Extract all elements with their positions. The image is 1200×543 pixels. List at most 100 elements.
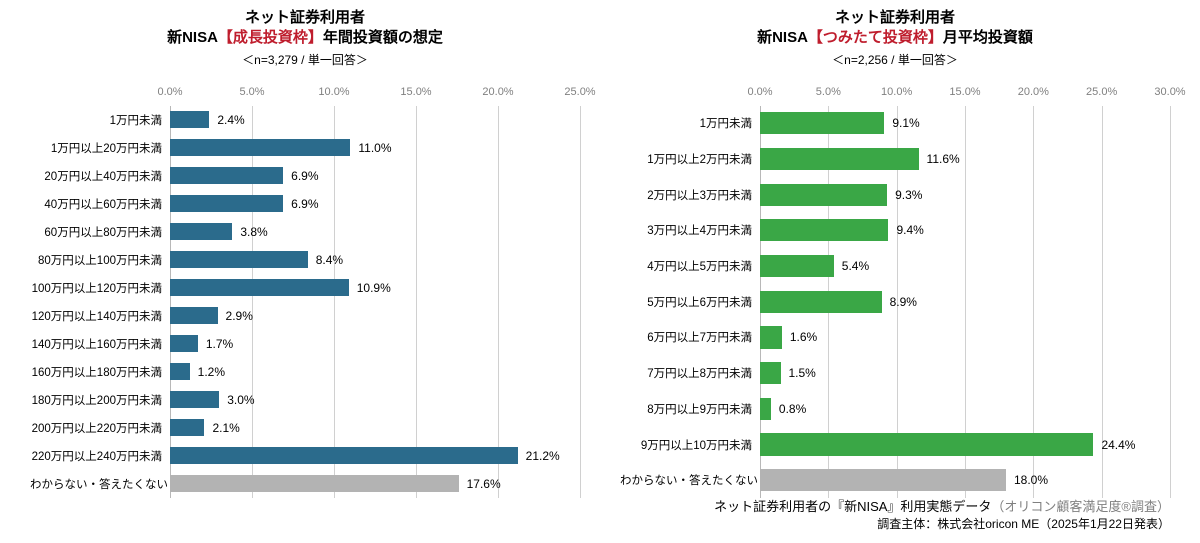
value-label: 11.0% [358, 141, 391, 155]
category-label: 3万円以上4万円未満 [620, 222, 760, 238]
category-label: 2万円以上3万円未満 [620, 187, 760, 203]
bar-row: わからない・答えたくない 18.0% [620, 462, 1170, 498]
category-label: 20万円以上40万円未満 [30, 168, 170, 184]
x-tick-label: 5.0% [239, 86, 264, 98]
value-label: 3.8% [240, 225, 267, 239]
category-label: 6万円以上7万円未満 [620, 329, 760, 345]
bar-row: 4万円以上5万円未満 5.4% [620, 248, 1170, 284]
bar [760, 112, 884, 134]
bar-area: 3.0% [170, 386, 580, 414]
category-label: 40万円以上60万円未満 [30, 196, 170, 212]
bar-row: 8万円以上9万円未満0.8% [620, 391, 1170, 427]
category-label: わからない・答えたくない [620, 472, 760, 488]
category-label: 60万円以上80万円未満 [30, 224, 170, 240]
bar-row: 140万円以上160万円未満1.7% [30, 330, 580, 358]
bar-area: 11.6% [760, 141, 1170, 177]
category-label: 80万円以上100万円未満 [30, 252, 170, 268]
bar [170, 307, 218, 324]
bar-area: 1.6% [760, 320, 1170, 356]
bar [760, 398, 771, 420]
category-label: 100万円以上120万円未満 [30, 280, 170, 296]
value-label: 2.9% [226, 309, 253, 323]
chart-title-line2: 新NISA【成長投資枠】年間投資額の想定 [30, 28, 580, 48]
bar-area: 24.4% [760, 427, 1170, 463]
bar-area: 0.8% [760, 391, 1170, 427]
footer-line1-main: ネット証券利用者の『新NISA』利用実態データ [714, 499, 991, 514]
chart-title-line1: ネット証券利用者 [30, 8, 580, 28]
value-label: 10.9% [357, 281, 391, 295]
x-tick-label: 15.0% [400, 86, 431, 98]
bar-row: わからない・答えたくない 17.6% [30, 470, 580, 498]
bar [760, 326, 782, 348]
value-label: 17.6% [467, 477, 501, 491]
bar [170, 419, 204, 436]
bar-row: 9万円以上10万円未満24.4% [620, 427, 1170, 463]
bar-area: 6.9% [170, 162, 580, 190]
bar [760, 362, 781, 384]
chart-title-accent: 【成長投資枠】 [218, 29, 323, 46]
x-tick-label: 10.0% [318, 86, 349, 98]
bar-area: 2.9% [170, 302, 580, 330]
value-label: 6.9% [291, 169, 318, 183]
value-label: 8.4% [316, 253, 343, 267]
category-label: 1万円未満 [30, 112, 170, 128]
bar-row: 220万円以上240万円未満 21.2% [30, 442, 580, 470]
bar-row: 40万円以上60万円未満6.9% [30, 190, 580, 218]
bar [170, 279, 349, 296]
bar [170, 475, 459, 492]
bar [760, 469, 1006, 491]
bar-row: 180万円以上200万円未満3.0% [30, 386, 580, 414]
bar-area: 9.4% [760, 213, 1170, 249]
category-label: 140万円以上160万円未満 [30, 336, 170, 352]
bar-row: 160万円以上180万円未満1.2% [30, 358, 580, 386]
value-label: 2.4% [217, 113, 244, 127]
bar-row: 1万円以上2万円未満11.6% [620, 141, 1170, 177]
value-label: 1.6% [790, 330, 817, 344]
category-label: 220万円以上240万円未満 [30, 448, 170, 464]
category-label: 120万円以上140万円未満 [30, 308, 170, 324]
bar [760, 184, 887, 206]
bar-area: 3.8% [170, 218, 580, 246]
value-label: 1.5% [789, 366, 816, 380]
bar [760, 255, 834, 277]
bar [170, 363, 190, 380]
bar-area: 17.6% [170, 470, 580, 498]
value-label: 18.0% [1014, 473, 1048, 487]
value-label: 9.1% [892, 116, 919, 130]
x-tick-label: 20.0% [482, 86, 513, 98]
grid-line [580, 106, 581, 498]
bar [170, 251, 308, 268]
bar-area: 2.1% [170, 414, 580, 442]
x-tick-label: 15.0% [949, 86, 980, 98]
x-tick-label: 10.0% [881, 86, 912, 98]
chart-title-pre: 新NISA [757, 29, 808, 46]
x-axis: 0.0%5.0%10.0%15.0%20.0%25.0% [170, 86, 580, 106]
value-label: 11.6% [927, 152, 960, 166]
chart-title: ネット証券利用者新NISA【つみたて投資枠】月平均投資額 [620, 8, 1170, 49]
value-label: 24.4% [1101, 438, 1135, 452]
bar-area: 9.3% [760, 177, 1170, 213]
bar-area: 8.4% [170, 246, 580, 274]
bar [170, 447, 518, 464]
bar [170, 335, 198, 352]
chart-title-post: 年間投資額の想定 [323, 29, 443, 46]
bar-row: 1万円未満 2.4% [30, 106, 580, 134]
x-axis: 0.0%5.0%10.0%15.0%20.0%25.0%30.0% [760, 86, 1170, 106]
bar-area: 10.9% [170, 274, 580, 302]
chart-subtitle: ＜n=2,256 / 単一回答＞ [620, 51, 1170, 68]
bar-row: 100万円以上120万円未満 10.9% [30, 274, 580, 302]
bar [170, 167, 283, 184]
category-label: わからない・答えたくない [30, 476, 170, 492]
chart-title-post: 月平均投資額 [943, 29, 1033, 46]
bar-area: 18.0% [760, 462, 1170, 498]
category-label: 4万円以上5万円未満 [620, 258, 760, 274]
bar [760, 219, 888, 241]
x-tick-label: 5.0% [816, 86, 841, 98]
x-tick-label: 0.0% [747, 86, 772, 98]
chart-subtitle: ＜n=3,279 / 単一回答＞ [30, 51, 580, 68]
bar-row: 200万円以上220万円未満2.1% [30, 414, 580, 442]
bar [170, 111, 209, 128]
chart-title: ネット証券利用者新NISA【成長投資枠】年間投資額の想定 [30, 8, 580, 49]
value-label: 5.4% [842, 259, 869, 273]
value-label: 21.2% [526, 449, 560, 463]
